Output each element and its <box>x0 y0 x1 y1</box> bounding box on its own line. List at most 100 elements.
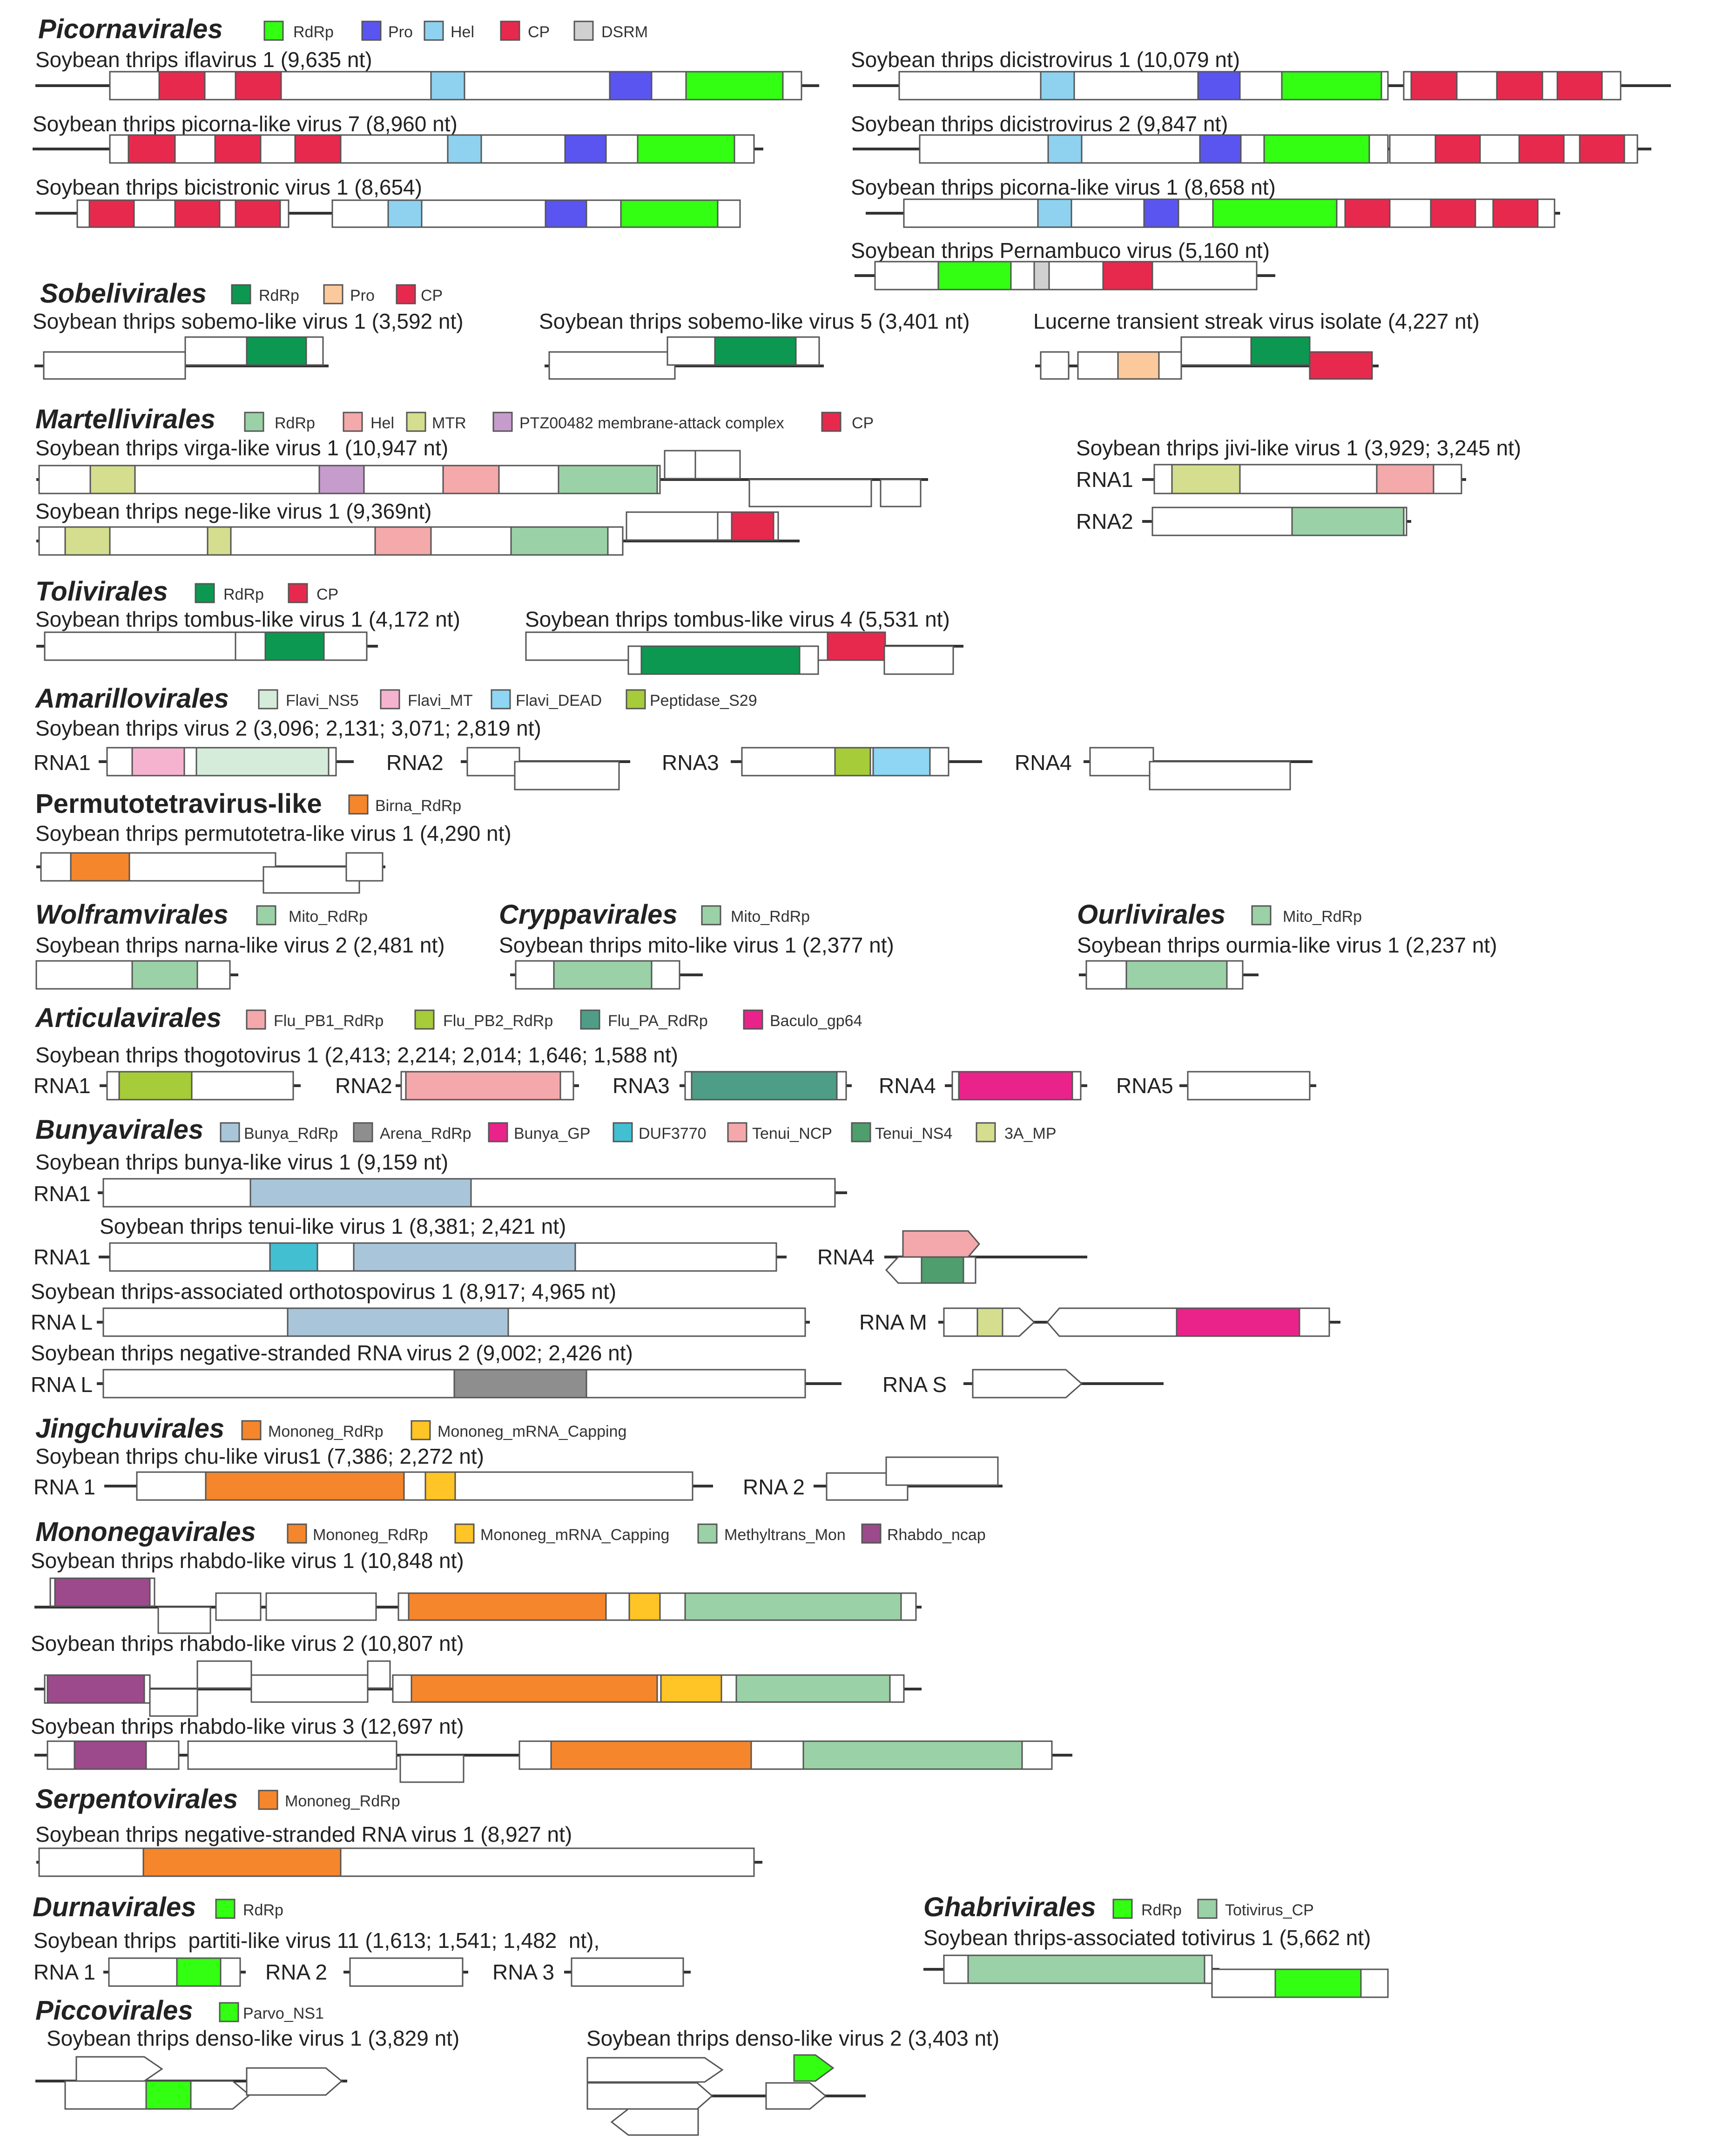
legend: RdRp CP <box>195 583 338 603</box>
genome-ourmia-like-1 <box>1079 960 1259 990</box>
legend-swatch-mtr <box>406 412 426 432</box>
section-jingchuvirales: Jingchuvirales Mononeg_RdRp Mononeg_mRNA… <box>34 1413 1003 1501</box>
section-title: Wolframvirales <box>35 899 229 930</box>
genome-jivi-like-rna2 <box>1142 507 1411 536</box>
legend-label: Bunya_GP <box>514 1125 590 1142</box>
genome-denso-like-1 <box>35 2056 347 2110</box>
section-amarillovirales: Amarillovirales Flavi_NS5 Flavi_MT Flavi… <box>34 683 1313 791</box>
legend-label: Parvo_NS1 <box>243 2005 324 2022</box>
legend-label: CP <box>528 23 550 41</box>
genome-jivi-like-rna1 <box>1142 464 1466 494</box>
genome-partiti-rna3 <box>564 1957 691 1987</box>
legend: RdRp Pro CP <box>231 284 443 304</box>
segment-label: RNA1 <box>34 1074 91 1098</box>
legend-swatch-mito-rdrp <box>701 905 721 926</box>
segment-label: RNA S <box>882 1372 947 1397</box>
genome-tenui-like-rna4 <box>884 1230 1087 1284</box>
legend-swatch-mononeg-rdrp <box>258 1790 278 1810</box>
legend: Flu_PB1_RdRp Flu_PB2_RdRp Flu_PA_RdRp Ba… <box>246 1009 862 1030</box>
legend-swatch-mito-rdrp <box>256 905 276 926</box>
genome-rhabdo-like-1 <box>34 1577 922 1634</box>
virus-label: Soybean thrips mito-like virus 1 (2,377 … <box>499 933 894 957</box>
section-serpentovirales: Serpentovirales Mononeg_RdRp Soybean thr… <box>35 1784 762 1877</box>
section-durnavirales: Durnavirales RdRp Soybean thrips partiti… <box>33 1892 691 1987</box>
genome-thogoto-rna2 <box>396 1071 579 1101</box>
genome-amarillo-rna3 <box>731 747 982 777</box>
genome-pernambuco <box>855 261 1275 291</box>
legend: Flavi_NS5 Flavi_MT Flavi_DEAD Peptidase_… <box>258 689 757 710</box>
section-mononegavirales: Mononegavirales Mononeg_RdRp Mononeg_mRN… <box>31 1517 1072 1783</box>
legend-label: Bunya_RdRp <box>244 1125 338 1142</box>
virus-label: Soybean thrips Pernambuco virus (5,160 n… <box>851 238 1270 263</box>
legend-label: Arena_RdRp <box>380 1125 471 1142</box>
legend-label: Flu_PB1_RdRp <box>274 1012 384 1030</box>
legend-label: CP <box>852 414 874 432</box>
section-wolframvirales: Wolframvirales Mito_RdRp Soybean thrips … <box>35 899 445 990</box>
legend-swatch-flu-pb2 <box>414 1009 435 1030</box>
legend: Mononeg_RdRp Mononeg_mRNA_Capping Methyl… <box>287 1523 986 1544</box>
legend-swatch-tenui-ncp <box>727 1122 747 1142</box>
section-title: Piccovirales <box>35 1995 193 2026</box>
genome-partiti-rna2 <box>343 1957 468 1987</box>
genome-denso-like-2 <box>586 2054 866 2136</box>
virus-label: Soybean thrips negative-stranded RNA vir… <box>31 1341 633 1365</box>
genome-sobemo-like-5 <box>545 336 824 380</box>
legend-swatch-rhabdo-ncap <box>861 1523 882 1544</box>
genome-chu-like-rna2 <box>814 1456 1003 1501</box>
genome-bicistronic-1 <box>35 199 741 228</box>
segment-label: RNA1 <box>1076 467 1133 492</box>
genome-amarillo-rna4 <box>1084 747 1313 791</box>
legend-label: Birna_RdRp <box>375 797 461 815</box>
legend-swatch-parvo-ns1 <box>219 2002 239 2022</box>
virus-label: Lucerne transient streak virus isolate (… <box>1033 309 1480 333</box>
legend-swatch-arena <box>353 1122 373 1142</box>
segment-label: RNA2 <box>1076 509 1133 534</box>
virus-label: Soybean thrips picorna-like virus 7 (8,9… <box>33 112 458 136</box>
virus-label: Soybean thrips virus 2 (3,096; 2,131; 3,… <box>35 716 541 740</box>
legend-swatch-flu-pb1 <box>246 1009 266 1030</box>
legend-swatch-cp <box>821 412 842 432</box>
section-permutotetravirus: Permutotetravirus-like Birna_RdRp Soybea… <box>35 789 512 894</box>
legend-label: Flavi_NS5 <box>286 692 359 710</box>
genome-thogoto-rna1 <box>100 1071 301 1101</box>
legend-swatch-flavi-dead <box>491 689 511 710</box>
genome-nsrv-1 <box>36 1847 762 1877</box>
legend-swatch-capping <box>411 1420 431 1440</box>
legend-swatch-mito-rdrp <box>1251 905 1272 926</box>
virus-label: Soybean thrips bunya-like virus 1 (9,159… <box>35 1150 448 1174</box>
legend-swatch-cp <box>288 583 308 603</box>
genome-virga-like-1 <box>36 450 928 507</box>
virus-label: Soybean thrips permutotetra-like virus 1… <box>35 821 512 845</box>
segment-label: RNA1 <box>34 1245 91 1269</box>
legend-label: Flu_PA_RdRp <box>608 1012 708 1030</box>
genome-permutotetra-like-1 <box>36 852 385 894</box>
legend-label: Pro <box>388 23 413 41</box>
legend: RdRp Pro Hel CP DSRM <box>263 20 648 41</box>
segment-label: RNA4 <box>879 1074 936 1098</box>
legend-label: 3A_MP <box>1004 1125 1057 1142</box>
genome-lucerne-transient-streak <box>1035 336 1379 380</box>
legend-swatch-flavi-ns5 <box>258 689 278 710</box>
genome-thogoto-rna4 <box>945 1071 1087 1101</box>
section-title: Ourlivirales <box>1077 899 1225 930</box>
section-title: Jingchuvirales <box>35 1413 224 1444</box>
genome-picorna-like-1 <box>866 198 1560 228</box>
genome-bunya-like-1 <box>98 1178 847 1208</box>
virus-label: Soybean thrips nege-like virus 1 (9,369n… <box>35 499 431 523</box>
legend-swatch-mononeg-rdrp <box>241 1420 262 1440</box>
segment-label: RNA2 <box>335 1074 392 1098</box>
virus-label: Soybean thrips denso-like virus 2 (3,403… <box>586 2026 999 2050</box>
virus-label: Soybean thrips negative-stranded RNA vir… <box>35 1822 572 1846</box>
section-tolivirales: Tolivirales RdRp CP Soybean thrips tombu… <box>35 576 963 675</box>
legend: Birna_RdRp <box>348 794 461 815</box>
legend-swatch-capping <box>454 1523 475 1544</box>
genome-tombus-like-1 <box>36 631 378 661</box>
virus-label: Soybean thrips dicistrovirus 2 (9,847 nt… <box>851 112 1228 136</box>
genome-nsrv2-rna-l <box>97 1369 842 1399</box>
virus-label: Soybean thrips rhabdo-like virus 3 (12,6… <box>31 1714 464 1738</box>
legend-label: CP <box>421 287 443 304</box>
section-title: Ghabrivirales <box>923 1892 1096 1922</box>
genome-thogoto-rna5 <box>1179 1071 1316 1101</box>
virus-label: Soybean thrips iflavirus 1 (9,635 nt) <box>35 47 372 72</box>
